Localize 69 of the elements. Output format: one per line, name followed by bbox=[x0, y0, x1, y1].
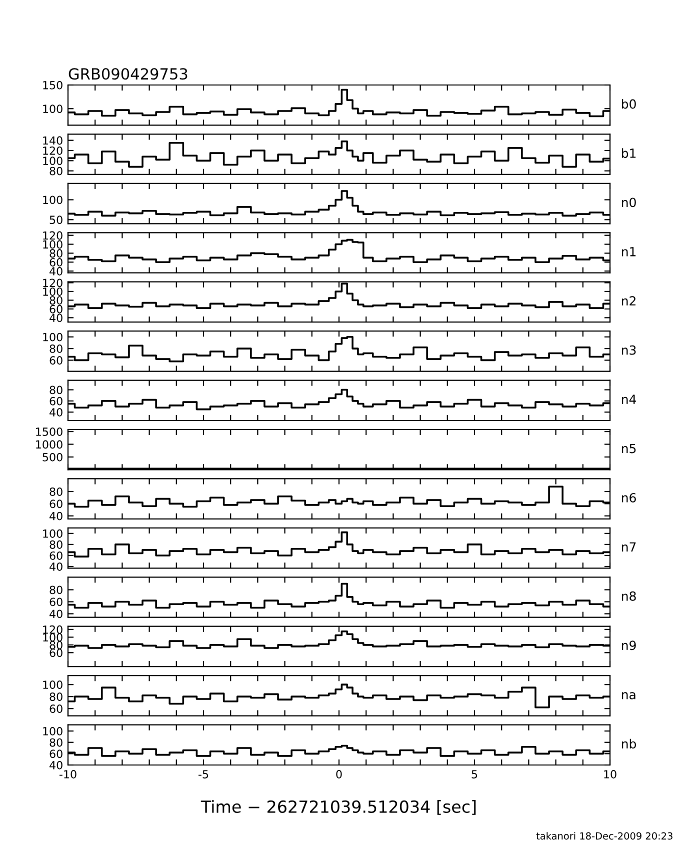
y-tick-label: 80 bbox=[50, 540, 62, 549]
y-tick-label: 50 bbox=[50, 216, 62, 224]
text: n2 bbox=[622, 296, 636, 306]
text: b1 bbox=[622, 148, 636, 158]
y-tick-label: 100 bbox=[43, 726, 62, 736]
y-tick-label: 60 bbox=[50, 258, 62, 267]
y-tick-label: 1500 bbox=[36, 428, 62, 436]
text: nb bbox=[622, 738, 636, 749]
y-tick-label: 60 bbox=[50, 648, 62, 658]
text: na bbox=[622, 692, 636, 700]
text: n5 bbox=[622, 444, 636, 454]
y-tick-label: 1000 bbox=[36, 440, 62, 449]
y-tick-label: 500 bbox=[42, 452, 62, 462]
text: b0 bbox=[622, 99, 636, 109]
y-tick-label: 60 bbox=[50, 500, 62, 508]
y-tick-label: 80 bbox=[50, 386, 62, 394]
x-tick-label: -10 bbox=[59, 770, 76, 778]
y-tick-label: 80 bbox=[50, 692, 62, 701]
text: n1 bbox=[622, 247, 636, 256]
y-tick-label: 120 bbox=[43, 625, 62, 634]
y-tick-label: 80 bbox=[50, 487, 62, 496]
y-tick-label: 60 bbox=[50, 304, 62, 314]
y-tick-label: 40 bbox=[50, 314, 62, 322]
y-tick-label: 150 bbox=[43, 80, 62, 90]
y-tick-label: 60 bbox=[50, 396, 62, 406]
y-tick-label: 100 bbox=[43, 332, 62, 342]
y-tick-label: 40 bbox=[50, 760, 62, 770]
y-tick-label: 100 bbox=[43, 196, 62, 204]
y-tick-label: 80 bbox=[50, 640, 62, 650]
text: n8 bbox=[622, 591, 636, 601]
chart-title: GRB090429753 bbox=[68, 68, 188, 80]
text: n9 bbox=[622, 640, 636, 650]
text: n7 bbox=[622, 542, 636, 552]
y-tick-label: 120 bbox=[43, 231, 62, 240]
y-tick-label: 80 bbox=[50, 249, 62, 258]
x-tick-label: -5 bbox=[198, 770, 208, 778]
y-tick-label: 100 bbox=[43, 680, 62, 689]
text: n0 bbox=[622, 198, 636, 208]
y-tick-label: 80 bbox=[50, 586, 62, 594]
y-tick-label: 40 bbox=[50, 610, 62, 618]
y-tick-label: 60 bbox=[50, 551, 62, 560]
x-tick-label: 0 bbox=[336, 770, 342, 778]
y-tick-label: 60 bbox=[50, 704, 62, 713]
y-tick-label: 40 bbox=[50, 267, 62, 276]
y-tick-label: 80 bbox=[50, 296, 62, 305]
y-tick-label: 80 bbox=[50, 166, 62, 176]
y-tick-label: 100 bbox=[43, 240, 62, 249]
y-tick-label: 100 bbox=[43, 529, 62, 538]
x-tick-label: 10 bbox=[604, 770, 616, 778]
y-tick-label: 60 bbox=[50, 598, 62, 606]
y-tick-label: 120 bbox=[43, 278, 62, 288]
x-tick-label: 5 bbox=[472, 770, 478, 778]
text: n4 bbox=[622, 394, 636, 404]
text: n3 bbox=[622, 345, 636, 355]
x-axis-title: Time − 262721039.512034 [sec] bbox=[200, 800, 476, 815]
y-tick-label: 40 bbox=[50, 562, 62, 571]
y-tick-label: 40 bbox=[50, 512, 62, 520]
text: n6 bbox=[622, 492, 636, 502]
y-tick-label: 80 bbox=[50, 344, 62, 353]
y-tick-label: 40 bbox=[50, 408, 62, 416]
text: takanori 18-Dec-2009 20:23 bbox=[536, 832, 672, 840]
y-tick-label: 80 bbox=[50, 738, 62, 747]
y-tick-label: 140 bbox=[43, 136, 62, 145]
y-tick-label: 100 bbox=[43, 287, 62, 296]
y-tick-label: 60 bbox=[50, 750, 62, 758]
y-tick-label: 120 bbox=[43, 146, 62, 155]
y-tick-label: 100 bbox=[43, 104, 62, 114]
y-tick-label: 60 bbox=[50, 356, 62, 365]
y-tick-label: 100 bbox=[43, 156, 62, 166]
